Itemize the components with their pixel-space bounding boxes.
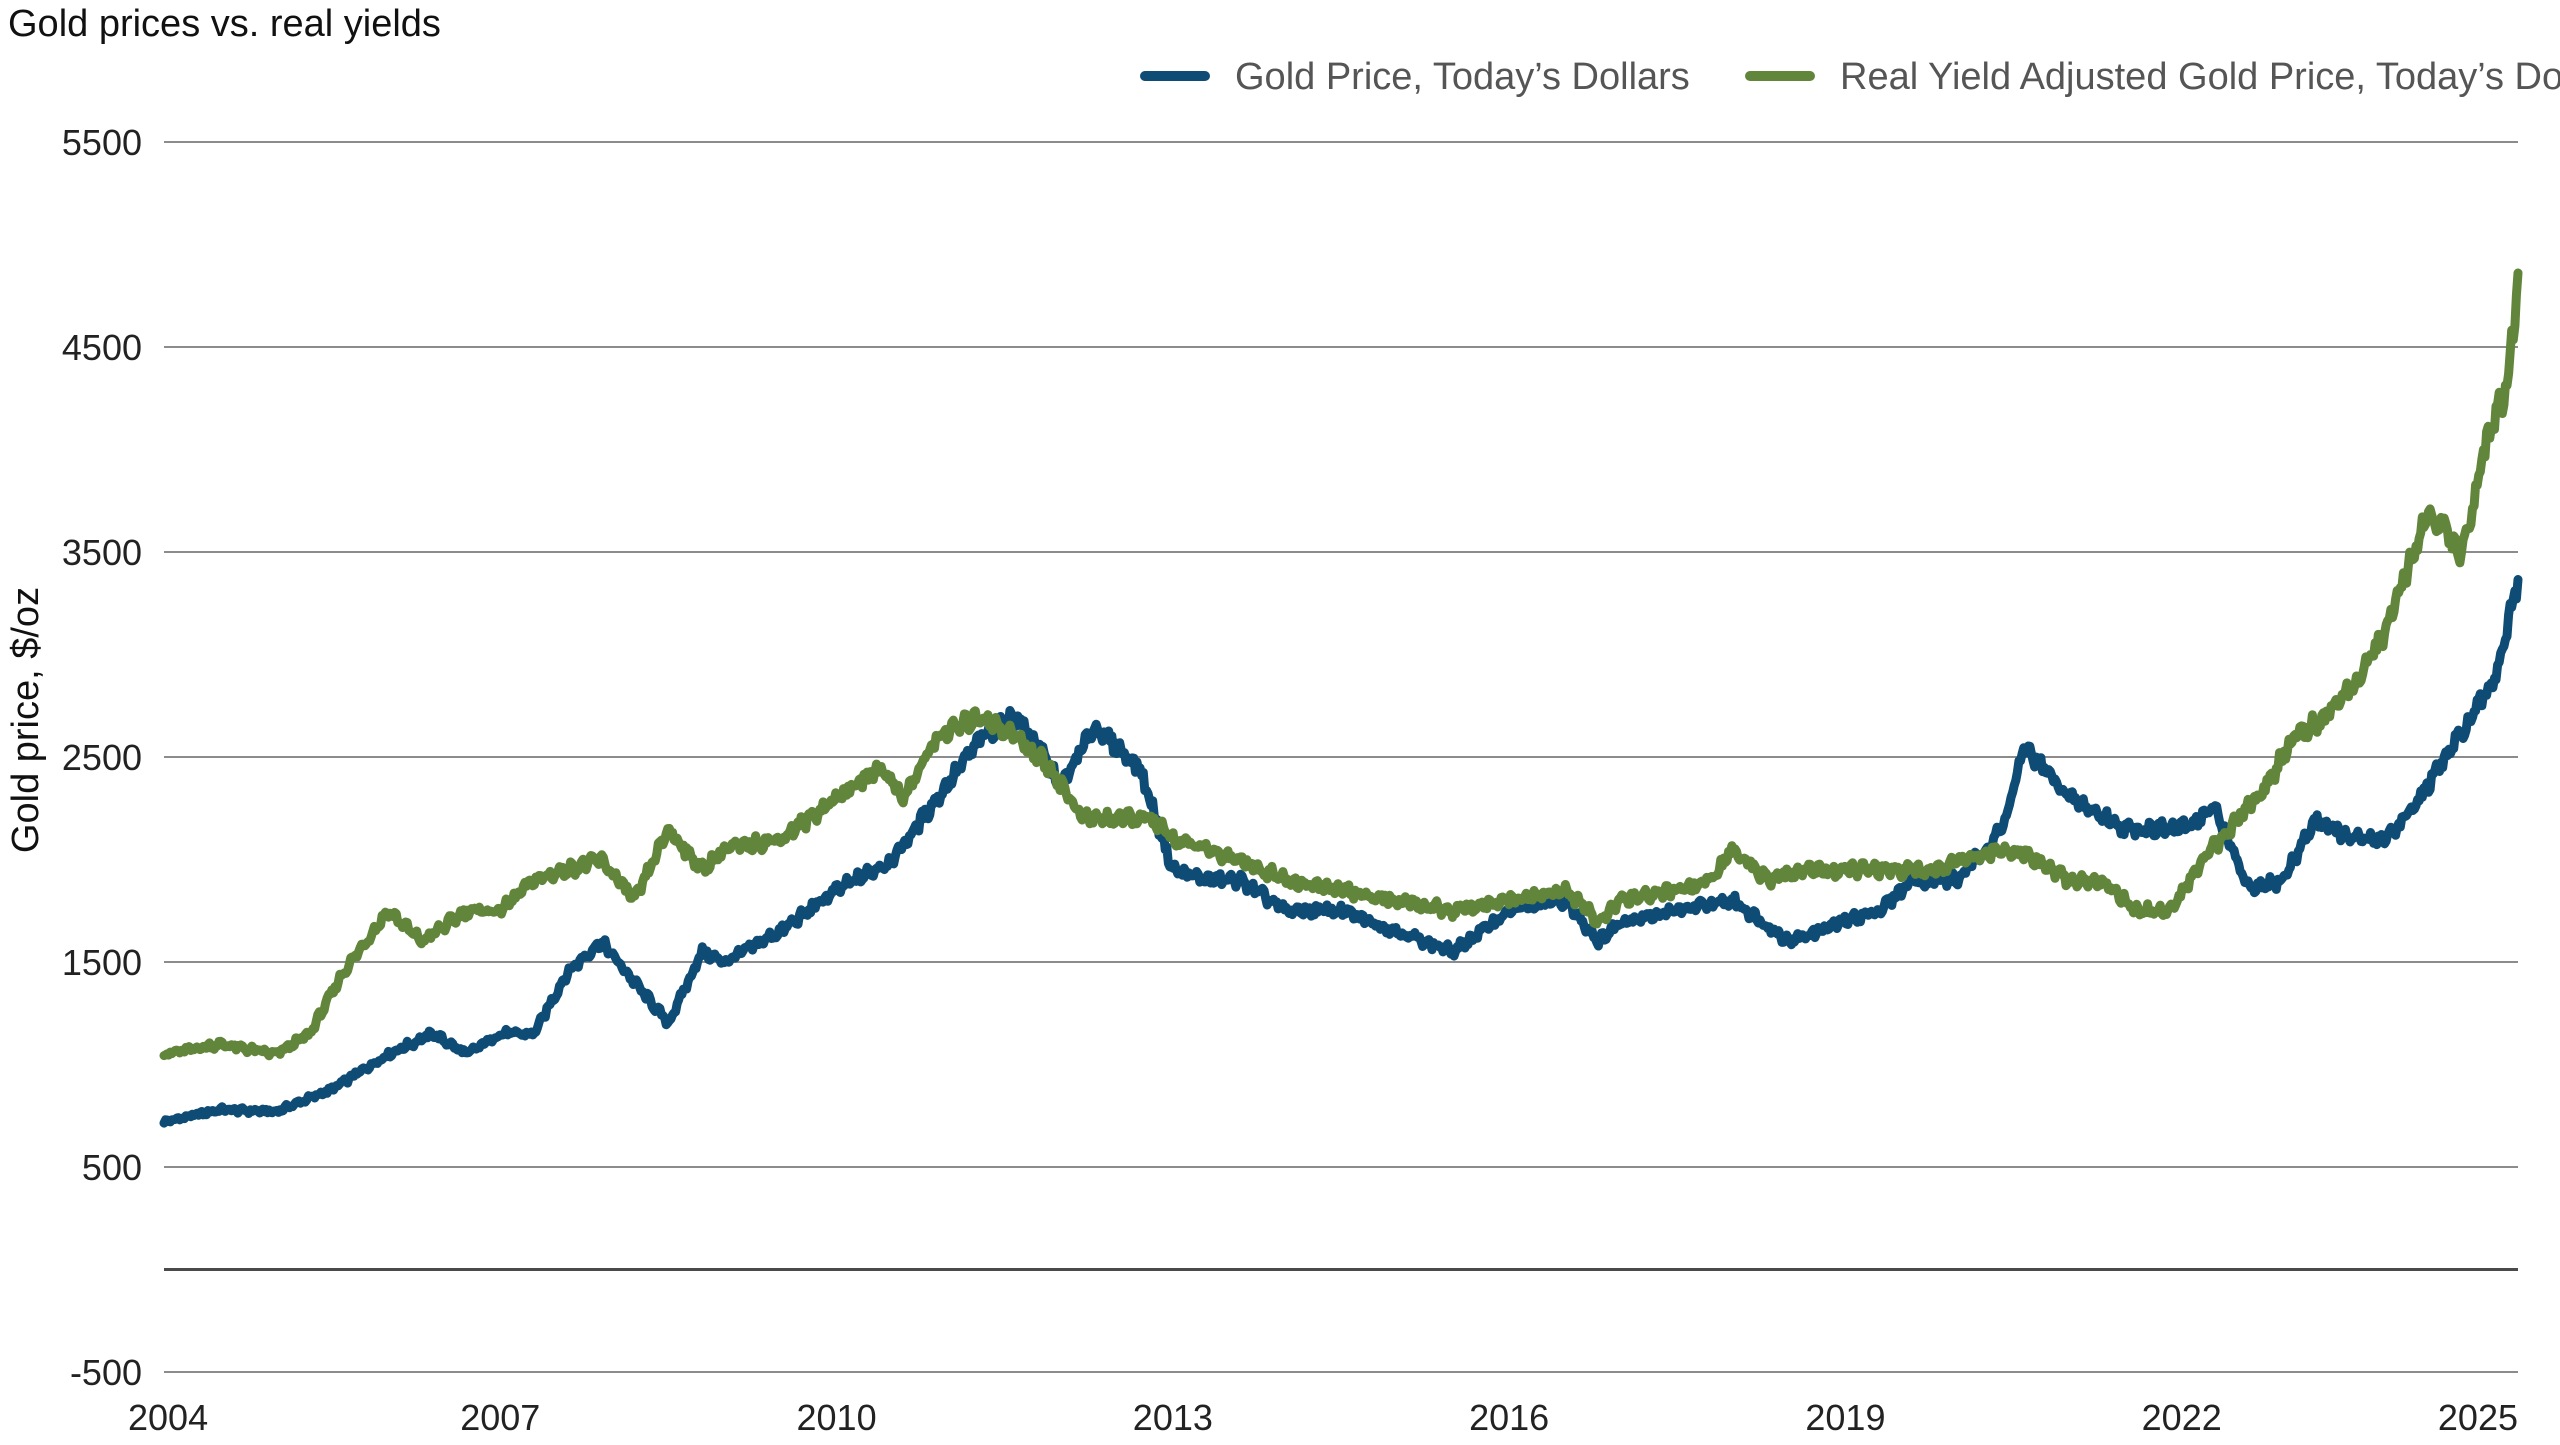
series-line-2 — [159, 268, 2523, 1061]
gridlines — [164, 141, 2518, 1373]
series-line-1 — [159, 575, 2523, 1128]
y-tick-label: -500 — [70, 1352, 142, 1393]
x-tick-label: 2016 — [1469, 1397, 1549, 1438]
y-axis-title: Gold price, $/oz — [5, 587, 47, 853]
x-tick-labels: 2004 2007 2010 2013 2016 2019 2022 2025 — [128, 1397, 2518, 1438]
series-lines — [159, 268, 2523, 1128]
y-tick-label: 4500 — [62, 327, 142, 368]
y-tick-labels: 5500 4500 3500 2500 1500 500 -500 — [62, 122, 142, 1393]
x-tick-label: 2010 — [797, 1397, 877, 1438]
y-tick-label: 5500 — [62, 122, 142, 163]
x-tick-label: 2022 — [2142, 1397, 2222, 1438]
y-tick-label: 3500 — [62, 532, 142, 573]
y-tick-label: 1500 — [62, 942, 142, 983]
x-tick-label: 2019 — [1805, 1397, 1885, 1438]
legend-label-1: Gold Price, Today’s Dollars — [1235, 56, 1690, 98]
y-tick-label: 2500 — [62, 737, 142, 778]
x-tick-label: 2013 — [1133, 1397, 1213, 1438]
chart-title: Gold prices vs. real yields — [8, 3, 441, 45]
y-tick-label: 500 — [82, 1147, 142, 1188]
legend-label-2: Real Yield Adjusted Gold Price, Today’s … — [1840, 56, 2560, 98]
x-tick-label: 2004 — [128, 1397, 208, 1438]
x-tick-label: 2007 — [460, 1397, 540, 1438]
legend: Gold Price, Today’s Dollars Real Yield Ad… — [1140, 56, 2560, 98]
x-tick-label: 2025 — [2438, 1397, 2518, 1438]
